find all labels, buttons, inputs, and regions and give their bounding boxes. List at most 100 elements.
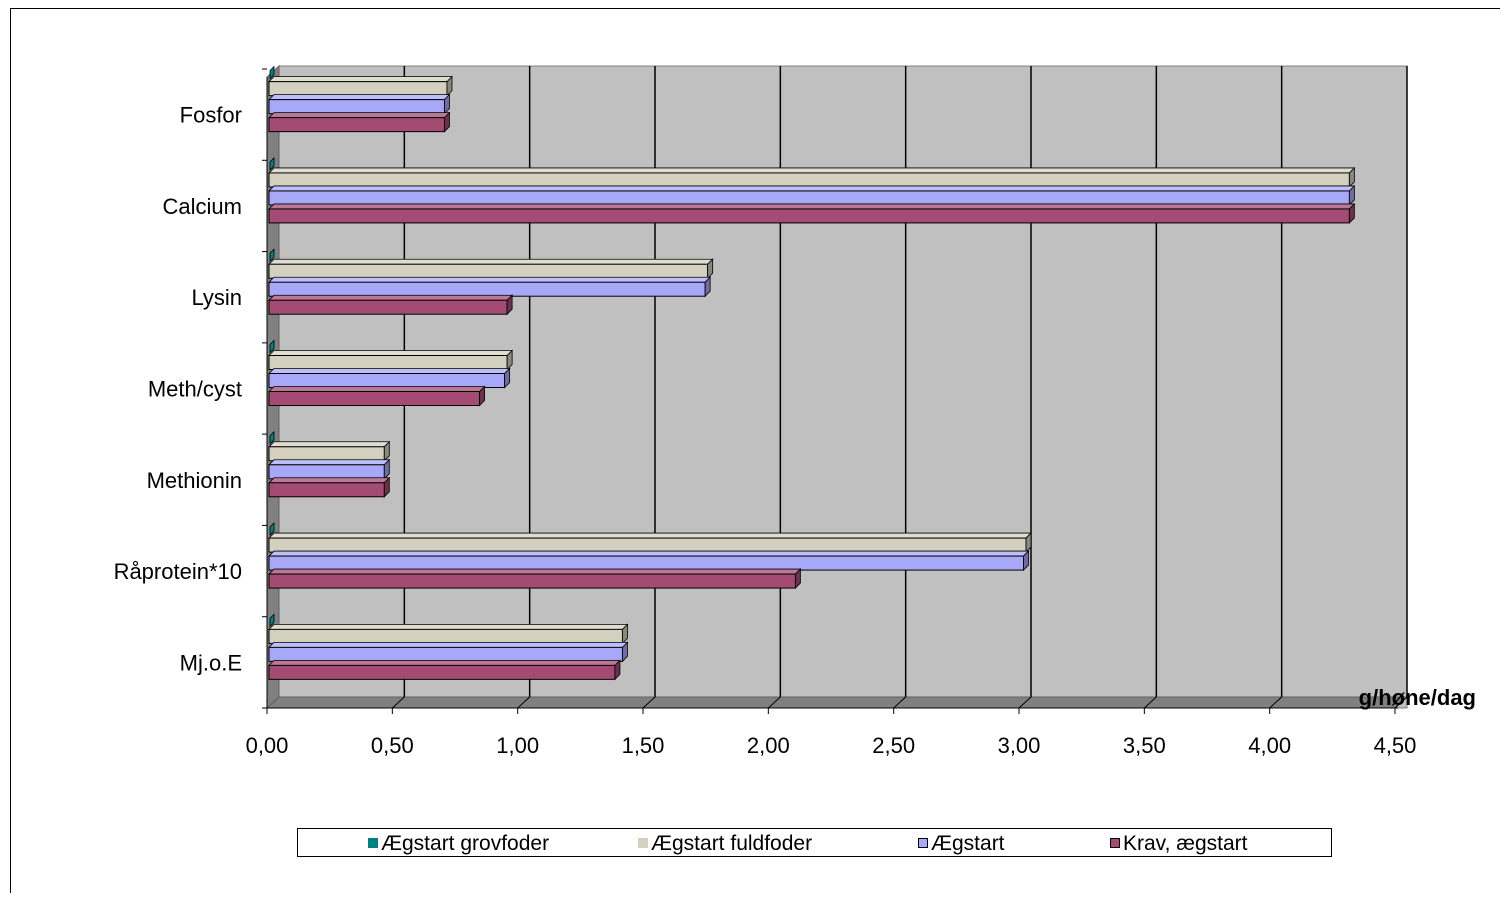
category-label: Methionin xyxy=(147,468,242,493)
bar-side--gstart-fuldfoder xyxy=(506,349,513,371)
x-tick-label: 2,00 xyxy=(747,733,790,758)
bar--gstart xyxy=(268,99,445,115)
bar--gstart-grovfoder xyxy=(269,430,275,445)
bar-side--gstart-fuldfoder xyxy=(1025,532,1032,554)
bar-side-krav-gstart xyxy=(795,568,801,590)
bar-krav-gstart xyxy=(268,664,616,680)
bar-top-krav-gstart xyxy=(268,477,391,484)
bar--gstart-fuldfoder xyxy=(268,81,448,97)
bar--gstart-fuldfoder xyxy=(268,628,623,644)
category-label: Meth/cyst xyxy=(148,377,242,402)
bar-krav-gstart xyxy=(268,573,796,589)
bar-side-krav-gstart xyxy=(1348,202,1355,224)
bar--gstart-fuldfoder xyxy=(268,172,1350,188)
bar--gstart-grovfoder xyxy=(269,339,275,354)
category-label: Lysin xyxy=(191,285,242,310)
x-tick-label: 4,00 xyxy=(1248,733,1291,758)
bar-side-krav-gstart xyxy=(506,294,513,316)
legend-item-aegstart-grovfoder: Ægstart grovfoder xyxy=(368,832,549,856)
bar-top-krav-gstart xyxy=(268,659,621,666)
bar--gstart xyxy=(268,373,506,388)
bar-top--gstart xyxy=(268,550,1030,557)
gridline-floor xyxy=(767,696,781,709)
bar-side--gstart xyxy=(622,641,628,663)
bar-top-krav-gstart xyxy=(268,568,802,575)
x-axis-title: g/høne/dag xyxy=(1359,685,1476,710)
bar--gstart-grovfoder xyxy=(269,156,275,171)
legend-label-aegstart-grovfoder: Ægstart grovfoder xyxy=(381,832,550,855)
bar-top--gstart-fuldfoder xyxy=(268,258,714,265)
legend-item-aegstart: Ægstart xyxy=(918,832,1005,856)
bar--gstart-grovfoder xyxy=(269,248,275,263)
bar-krav-gstart xyxy=(268,391,481,406)
bar--gstart xyxy=(268,555,1025,571)
category-label: Fosfor xyxy=(180,103,242,128)
gridline-floor xyxy=(893,696,907,709)
bar--gstart-fuldfoder xyxy=(268,263,709,279)
bar-top--gstart-fuldfoder xyxy=(268,441,391,448)
bar-top--gstart-fuldfoder xyxy=(268,623,629,630)
bar-top--gstart xyxy=(268,459,391,466)
bar--gstart xyxy=(268,646,623,662)
bar-top--gstart xyxy=(268,276,712,283)
bar-top-krav-gstart xyxy=(268,386,486,392)
bar-krav-gstart xyxy=(268,208,1350,224)
bar--gstart-fuldfoder xyxy=(268,537,1027,553)
legend-swatch-aegstart xyxy=(918,838,928,848)
bar-top--gstart xyxy=(268,641,629,648)
gridline-floor xyxy=(1394,696,1408,709)
x-tick-label: 3,00 xyxy=(998,733,1041,758)
bar-top--gstart xyxy=(268,368,511,374)
bar-top-krav-gstart xyxy=(268,112,451,119)
bar--gstart xyxy=(268,464,385,480)
x-tick-label: 0,50 xyxy=(371,733,414,758)
bar-side-krav-gstart xyxy=(444,111,450,133)
bar-side--gstart xyxy=(704,276,711,298)
bar-krav-gstart xyxy=(268,117,445,133)
bar--gstart-fuldfoder xyxy=(268,355,508,370)
bar-top--gstart-fuldfoder xyxy=(268,532,1032,539)
legend-label-krav-aegstart: Krav, ægstart xyxy=(1123,832,1248,855)
bar-side-krav-gstart xyxy=(479,385,485,407)
bar-top-krav-gstart xyxy=(268,203,1356,210)
legend-swatch-aegstart-fuldfoder xyxy=(638,838,648,848)
bar-krav-gstart xyxy=(268,299,508,315)
bar-side--gstart-fuldfoder xyxy=(622,623,628,645)
bar-krav-gstart xyxy=(268,482,385,498)
x-tick-label: 1,00 xyxy=(496,733,539,758)
gridline-floor xyxy=(1018,696,1032,709)
gridline-floor xyxy=(517,696,531,709)
bar--gstart-grovfoder xyxy=(269,522,275,537)
category-label: Mj.o.E xyxy=(180,650,242,675)
category-label: Råprotein*10 xyxy=(114,559,242,584)
bar-side--gstart xyxy=(1023,550,1029,572)
legend-item-krav-aegstart: Krav, ægstart xyxy=(1110,832,1247,856)
x-tick-label: 2,50 xyxy=(872,733,915,758)
bar-top--gstart xyxy=(268,185,1356,192)
bar--gstart xyxy=(268,190,1350,206)
bar-side--gstart xyxy=(504,367,511,389)
bar-top--gstart-fuldfoder xyxy=(268,76,453,83)
x-tick-label: 3,50 xyxy=(1123,733,1166,758)
bar-top-krav-gstart xyxy=(268,294,514,301)
x-tick-label: 4,50 xyxy=(1374,733,1417,758)
legend-swatch-krav-aegstart xyxy=(1110,838,1120,848)
x-tick-label: 0,00 xyxy=(246,733,289,758)
legend: Ægstart grovfoder Ægstart fuldfoder Ægst… xyxy=(297,828,1332,857)
bar-side--gstart xyxy=(1348,184,1355,206)
legend-label-aegstart: Ægstart xyxy=(931,832,1005,855)
legend-swatch-aegstart-grovfoder xyxy=(368,838,378,848)
bar-side--gstart-fuldfoder xyxy=(446,75,453,97)
gridline-floor xyxy=(642,696,656,709)
bar--gstart-fuldfoder xyxy=(268,446,385,462)
bar-side--gstart-fuldfoder xyxy=(383,440,390,462)
gridline-floor xyxy=(1143,696,1157,709)
category-label: Calcium xyxy=(163,194,242,219)
gridline-floor xyxy=(391,696,405,709)
bar-side--gstart xyxy=(444,93,450,115)
bar--gstart xyxy=(268,281,706,297)
bar-top--gstart xyxy=(268,94,451,101)
chart-frame xyxy=(10,8,1500,893)
legend-item-aegstart-fuldfoder: Ægstart fuldfoder xyxy=(638,832,812,856)
